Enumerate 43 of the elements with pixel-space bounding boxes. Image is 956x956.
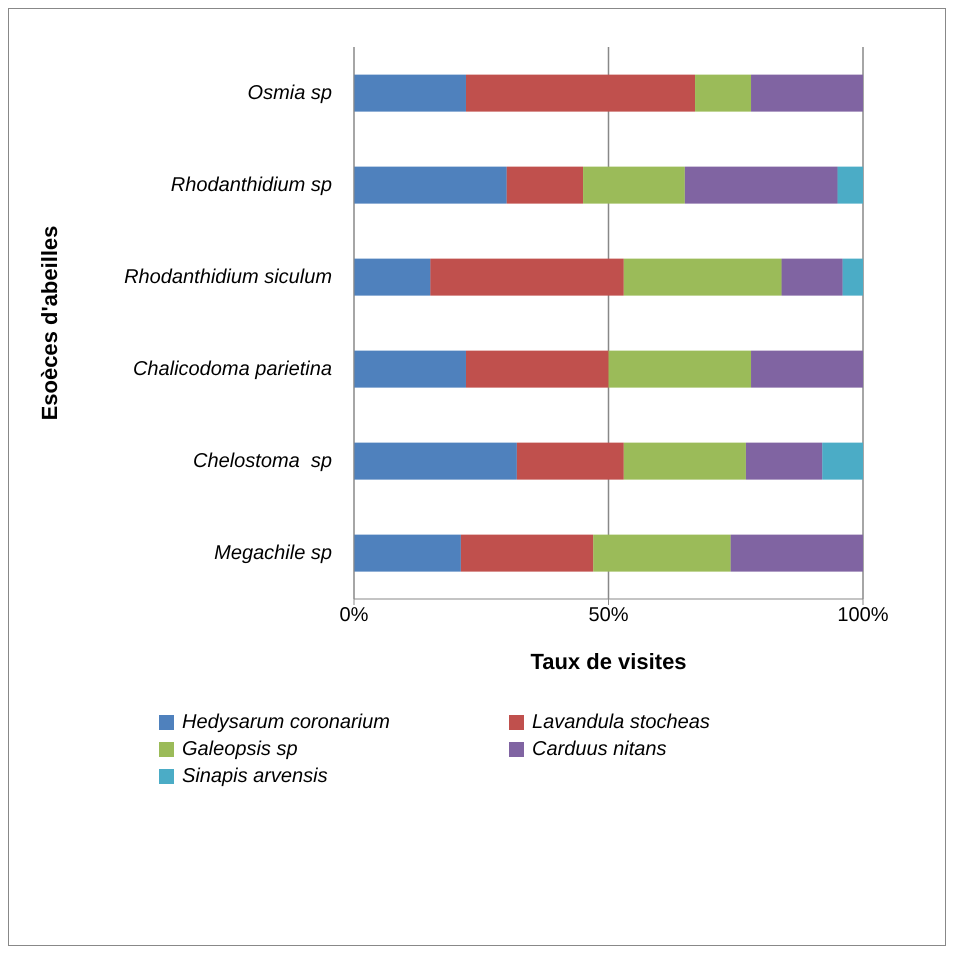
x-axis-title: Taux de visites: [530, 649, 687, 674]
y-tick-label: Chalicodoma parietina: [132, 358, 332, 380]
bar: [822, 442, 863, 480]
bar: [608, 350, 752, 388]
bar: [624, 258, 782, 296]
bar: [354, 350, 466, 388]
x-tick-label: 0%: [340, 604, 369, 626]
bar: [354, 534, 461, 572]
legend-label: Sinapis arvensis: [182, 765, 328, 788]
y-tick-label: Megachile sp: [214, 542, 332, 564]
bar: [506, 166, 584, 204]
bar: [838, 166, 863, 204]
bar: [842, 258, 863, 296]
legend-label: Carduus nitans: [532, 738, 667, 761]
bar: [354, 442, 517, 480]
bar: [354, 74, 466, 112]
legend-label: Lavandula stocheas: [532, 711, 710, 734]
bar: [466, 74, 696, 112]
bar: [460, 534, 594, 572]
x-tick-label: 50%: [588, 604, 629, 626]
y-tick-label: Osmia sp: [248, 82, 332, 104]
bar: [746, 442, 822, 480]
bar: [354, 258, 430, 296]
bar: [354, 166, 507, 204]
y-tick-label: Rhodanthidium siculum: [124, 266, 332, 288]
bar: [466, 350, 608, 388]
x-tick-label: 100%: [837, 604, 889, 626]
bar: [730, 534, 863, 572]
bar: [684, 166, 838, 204]
y-axis-title: Esoèces d'abeilles: [36, 226, 62, 420]
bar: [751, 350, 863, 388]
y-tick-label: Rhodanthidium sp: [170, 174, 332, 196]
bar: [583, 166, 685, 204]
bar: [516, 442, 624, 480]
bar: [695, 74, 752, 112]
legend-label: Hedysarum coronarium: [182, 711, 390, 734]
y-tick-label: Chelostoma sp: [193, 450, 332, 472]
legend-label: Galeopsis sp: [182, 738, 298, 761]
bar: [751, 74, 863, 112]
bar: [624, 442, 746, 480]
bar: [593, 534, 731, 572]
bar: [782, 258, 843, 296]
bar: [430, 258, 624, 296]
